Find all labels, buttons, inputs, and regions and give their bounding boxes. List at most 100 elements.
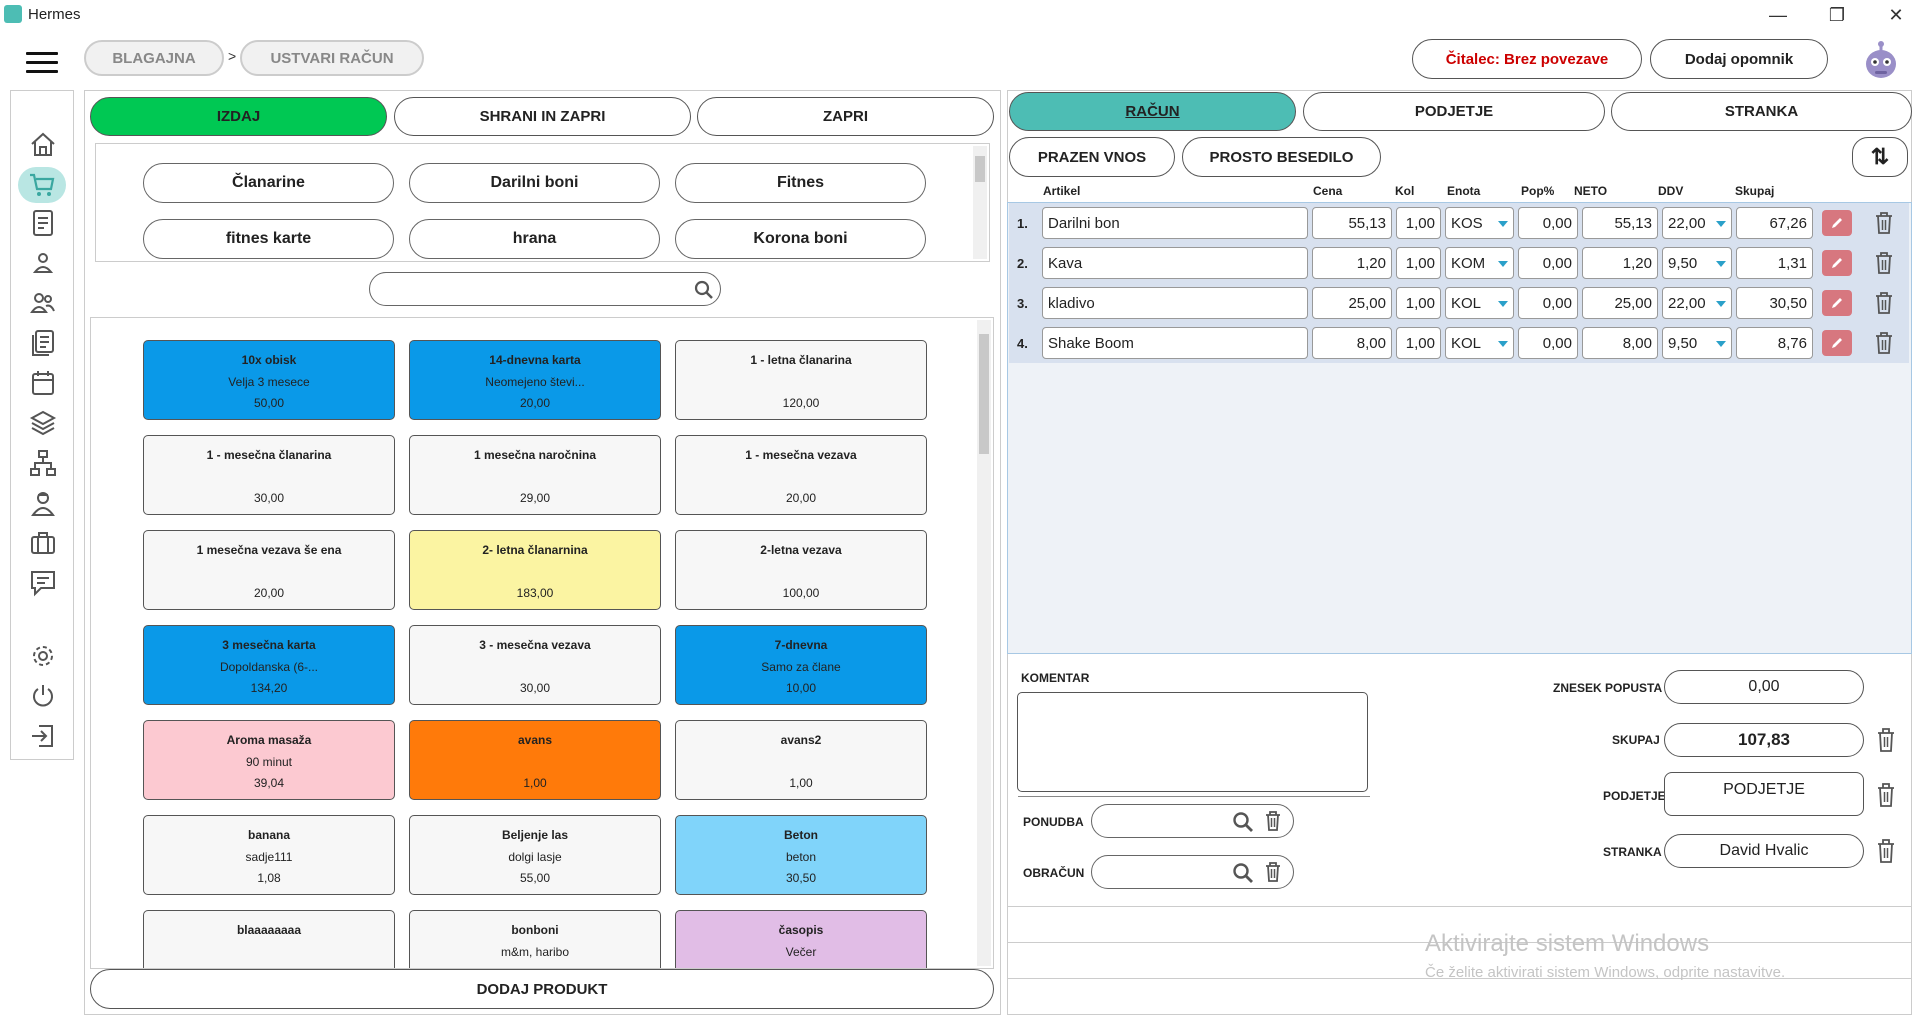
sort-icon[interactable]: ⇅ [1852,137,1908,177]
settlement-trash-icon[interactable] [1264,861,1282,883]
gear-icon[interactable] [26,641,60,671]
product-tile[interactable]: 1 - letna članarina 120,00 [675,340,927,420]
line-vat-select[interactable]: 9,50 [1662,247,1732,279]
product-tile[interactable]: avans2 1,00 [675,720,927,800]
home-icon[interactable] [26,129,60,159]
company-trash-icon[interactable] [1876,782,1896,808]
product-tile[interactable]: Beljenje las dolgi lasje 55,00 [409,815,661,895]
line-unit-select[interactable]: KOL [1445,327,1514,359]
line-trash-icon[interactable] [1874,291,1894,315]
product-tile[interactable]: 10x obisk Velja 3 mesece 50,00 [143,340,395,420]
logout-icon[interactable] [26,721,60,751]
customer-trash-icon[interactable] [1876,838,1896,864]
list-icon[interactable] [26,328,60,358]
line-unit-select[interactable]: KOS [1445,207,1514,239]
line-price-input[interactable]: 1,20 [1312,247,1392,279]
category-fitnes[interactable]: Fitnes [675,163,926,203]
users-icon[interactable] [26,288,60,318]
category-clanarine[interactable]: Članarine [143,163,394,203]
product-tile[interactable]: avans 1,00 [409,720,661,800]
tab-podjetje[interactable]: PODJETJE [1303,92,1605,131]
comment-textarea[interactable] [1017,692,1368,792]
document-icon[interactable] [26,208,60,238]
product-tile[interactable]: bonboni m&m, haribo [409,910,661,968]
discount-field[interactable]: 0,00 [1664,670,1864,704]
offer-trash-icon[interactable] [1264,810,1282,832]
close-button[interactable]: ZAPRI [697,97,994,136]
line-trash-icon[interactable] [1874,251,1894,275]
category-fitnes-karte[interactable]: fitnes karte [143,219,394,259]
line-vat-select[interactable]: 22,00 [1662,207,1732,239]
maximize-icon[interactable]: ❐ [1828,4,1846,25]
breadcrumb-blagajna[interactable]: BLAGAJNA [84,40,224,76]
line-unit-select[interactable]: KOM [1445,247,1514,279]
line-vat-select[interactable]: 9,50 [1662,327,1732,359]
line-qty-input[interactable]: 1,00 [1396,287,1441,319]
issue-button[interactable]: IZDAJ [90,97,387,136]
product-scrollbar[interactable] [977,320,991,966]
product-tile[interactable]: blaaaaaaaa [143,910,395,968]
product-tile[interactable]: 1 mesečna vezava še ena 20,00 [143,530,395,610]
line-article-input[interactable]: kladivo [1042,287,1308,319]
tab-stranka[interactable]: STRANKA [1611,92,1912,131]
product-tile[interactable]: 7-dnevna Samo za člane 10,00 [675,625,927,705]
add-reminder-button[interactable]: Dodaj opomnik [1650,39,1828,79]
product-tile[interactable]: 1 mesečna naročnina 29,00 [409,435,661,515]
minimize-icon[interactable]: — [1769,4,1787,25]
line-qty-input[interactable]: 1,00 [1396,207,1441,239]
product-tile[interactable]: 1 - mesečna članarina 30,00 [143,435,395,515]
hamburger-menu-icon[interactable] [26,52,58,74]
settlement-search-icon[interactable] [1232,862,1254,884]
category-scrollbar[interactable] [973,146,987,259]
line-vat-select[interactable]: 22,00 [1662,287,1732,319]
product-tile[interactable]: 2-letna vezava 100,00 [675,530,927,610]
customer-field[interactable]: David Hvalic [1664,834,1864,868]
company-field[interactable]: PODJETJE [1664,772,1864,816]
line-price-input[interactable]: 8,00 [1312,327,1392,359]
search-icon[interactable] [694,280,714,300]
user-avatar[interactable] [1862,38,1900,80]
line-trash-icon[interactable] [1874,331,1894,355]
add-product-button[interactable]: DODAJ PRODUKT [90,969,994,1009]
line-qty-input[interactable]: 1,00 [1396,327,1441,359]
pencil-icon[interactable] [1822,250,1852,276]
cart-icon[interactable] [18,167,66,203]
power-icon[interactable] [26,681,60,711]
category-korona-boni[interactable]: Korona boni [675,219,926,259]
product-tile[interactable]: 2- letna članarnina 183,00 [409,530,661,610]
chat-icon[interactable] [26,568,60,598]
product-tile[interactable]: 3 - mesečna vezava 30,00 [409,625,661,705]
product-tile[interactable]: 3 mesečna karta Dopoldanska (6-... 134,20 [143,625,395,705]
line-qty-input[interactable]: 1,00 [1396,247,1441,279]
calendar-icon[interactable] [26,368,60,398]
line-unit-select[interactable]: KOL [1445,287,1514,319]
user-icon[interactable] [26,248,60,278]
briefcase-icon[interactable] [26,528,60,558]
reader-status-button[interactable]: Čitalec: Brez povezave [1412,39,1642,79]
tab-racun[interactable]: RAČUN [1009,92,1296,131]
line-article-input[interactable]: Kava [1042,247,1308,279]
close-window-icon[interactable]: ✕ [1888,4,1904,25]
empty-entry-button[interactable]: PRAZEN VNOS [1009,137,1175,177]
line-net-input[interactable]: 55,13 [1582,207,1658,239]
hierarchy-icon[interactable] [26,448,60,478]
pencil-icon[interactable] [1822,210,1852,236]
layers-icon[interactable] [26,408,60,438]
settlement-field[interactable] [1091,855,1294,889]
product-search-input[interactable] [369,272,721,306]
line-article-input[interactable]: Shake Boom [1042,327,1308,359]
category-hrana[interactable]: hrana [409,219,660,259]
free-text-button[interactable]: PROSTO BESEDILO [1182,137,1381,177]
line-discount-input[interactable]: 0,00 [1518,247,1578,279]
product-tile[interactable]: 1 - mesečna vezava 20,00 [675,435,927,515]
line-net-input[interactable]: 1,20 [1582,247,1658,279]
line-price-input[interactable]: 55,13 [1312,207,1392,239]
line-discount-input[interactable]: 0,00 [1518,287,1578,319]
breadcrumb-ustvari-racun[interactable]: USTVARI RAČUN [240,40,424,76]
line-net-input[interactable]: 25,00 [1582,287,1658,319]
product-tile[interactable]: 14-dnevna karta Neomejeno števi... 20,00 [409,340,661,420]
save-close-button[interactable]: SHRANI IN ZAPRI [394,97,691,136]
line-price-input[interactable]: 25,00 [1312,287,1392,319]
product-tile[interactable]: Aroma masaža 90 minut 39,04 [143,720,395,800]
pencil-icon[interactable] [1822,330,1852,356]
